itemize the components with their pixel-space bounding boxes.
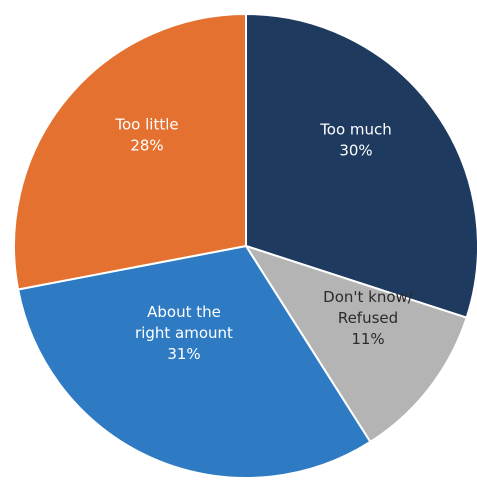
slice-label-about-the-right-amount: About the right amount 31% xyxy=(135,303,233,363)
slice-category-label: Too much xyxy=(319,121,392,139)
slice-label-don-t-know-refused: Don't know/Refused 11% xyxy=(323,288,414,348)
slice-about-the-right-amount xyxy=(16,244,372,479)
slice-category-label: Refused xyxy=(338,309,398,327)
slice-value-label: 11% xyxy=(351,330,384,348)
slice-category-label: Don't know/ xyxy=(323,288,414,306)
slice-don-t-know-refused xyxy=(243,244,468,444)
slice-category-label: About the xyxy=(147,303,221,321)
slice-value-label: 28% xyxy=(130,137,163,155)
slice-value-label: 31% xyxy=(167,345,200,363)
slice-too-little xyxy=(13,12,247,291)
pie-labels: Too much 30% Don't know/Refused 11% About th… xyxy=(114,116,413,364)
slice-category-label: Too little xyxy=(114,116,178,134)
slice-value-label: 30% xyxy=(339,142,372,160)
pie-slices xyxy=(13,12,477,479)
slice-label-too-much: Too much 30% xyxy=(319,121,392,160)
slice-label-too-little: Too little 28% xyxy=(114,116,178,155)
slice-category-label: right amount xyxy=(135,324,233,342)
slice-too-much xyxy=(245,12,477,319)
